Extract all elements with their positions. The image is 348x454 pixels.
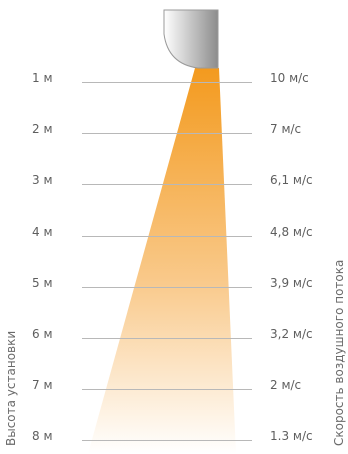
height-label: 3 м xyxy=(32,173,53,187)
speed-label: 6,1 м/с xyxy=(270,173,313,187)
speed-label: 3,2 м/с xyxy=(270,327,313,341)
height-label: 7 м xyxy=(32,378,53,392)
speed-label: 10 м/с xyxy=(270,71,309,85)
height-label: 2 м xyxy=(32,122,53,136)
air-jet-cone xyxy=(88,68,236,454)
speed-label: 4,8 м/с xyxy=(270,225,313,239)
level-lines xyxy=(82,82,252,441)
air-curtain-unit-icon xyxy=(163,9,219,69)
airflow-speed-axis-label: Скорость воздушного потока xyxy=(332,259,346,446)
speed-label: 1.3 м/с xyxy=(270,429,313,443)
installation-height-axis-label: Высота установки xyxy=(4,330,18,446)
speed-label: 2 м/с xyxy=(270,378,302,392)
speed-label: 3,9 м/с xyxy=(270,276,313,290)
height-label: 5 м xyxy=(32,276,53,290)
height-label: 4 м xyxy=(32,225,53,239)
height-label: 1 м xyxy=(32,71,53,85)
height-label: 6 м xyxy=(32,327,53,341)
speed-label: 7 м/с xyxy=(270,122,302,136)
height-label: 8 м xyxy=(32,429,53,443)
